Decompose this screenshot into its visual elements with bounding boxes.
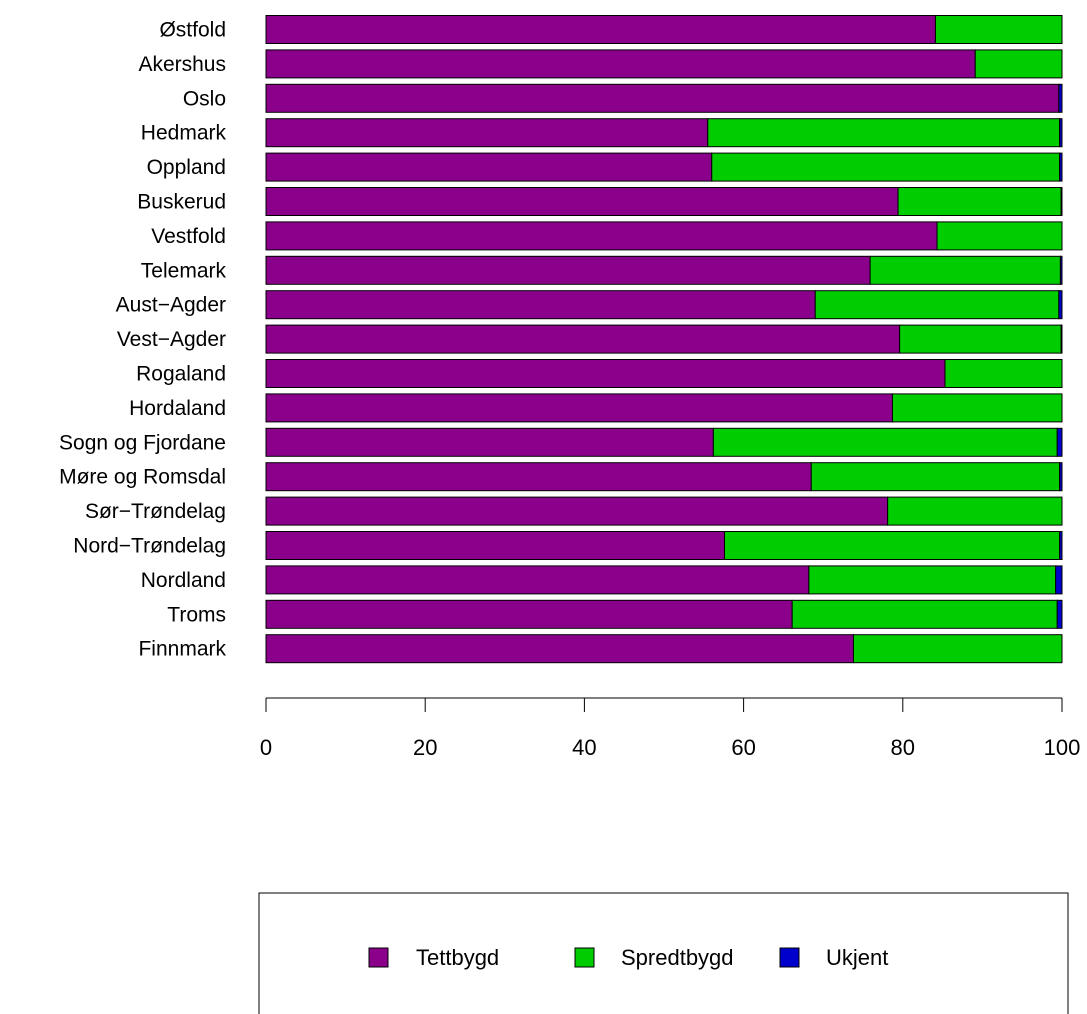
bar-segment-tettbygd (265, 83, 1060, 113)
legend: Tettbygd Spredtbygd Ukjent (258, 892, 1069, 1014)
bar-segment-spredtbygd (934, 15, 1063, 44)
bar-segment-tettbygd (265, 496, 889, 526)
legend-box (258, 892, 1069, 1014)
category-label: Sør−Trøndelag (85, 500, 226, 523)
bar-segment-spredtbygd (707, 118, 1061, 148)
bar-segment-ukjent (1059, 531, 1063, 560)
x-axis: 0 20 40 60 80 100 (260, 697, 1081, 760)
bar-segment-spredtbygd (974, 49, 1063, 79)
bar-segment-spredtbygd (897, 187, 1062, 216)
bar-segment-spredtbygd (936, 221, 1063, 251)
category-label: Vest−Agder (117, 328, 226, 351)
bar-segment-tettbygd (265, 634, 854, 664)
bar-segment-ukjent (1059, 462, 1063, 492)
bar-segment-tettbygd (265, 255, 871, 285)
bar-segment-ukjent (1059, 118, 1063, 148)
bar-segment-tettbygd (265, 118, 709, 148)
bar-segment-tettbygd (265, 152, 713, 182)
category-label: Telemark (141, 259, 227, 282)
bar-segment-ukjent (1058, 83, 1063, 113)
category-label: Buskerud (137, 191, 226, 214)
bar-segment-spredtbygd (814, 290, 1060, 320)
bar-segment-tettbygd (265, 359, 946, 388)
bar-segment-tettbygd (265, 324, 901, 354)
category-label: Oslo (183, 87, 226, 110)
bar-segment-tettbygd (265, 393, 893, 423)
bar-segment-spredtbygd (869, 255, 1061, 285)
bar-segment-spredtbygd (724, 531, 1061, 560)
bar-segment-ukjent (1059, 152, 1063, 182)
legend-label-tettbygd: Tettbygd (416, 945, 499, 970)
category-label: Østfold (159, 19, 226, 42)
legend-label-spredtbygd: Spredtbygd (621, 945, 734, 970)
legend-swatch-spredtbygd (574, 947, 595, 968)
legend-label-ukjent: Ukjent (826, 945, 888, 970)
bar-segment-spredtbygd (711, 152, 1061, 182)
bar-segment-tettbygd (265, 427, 714, 457)
category-label: Møre og Romsdal (59, 466, 226, 489)
x-tick-label: 20 (413, 735, 437, 760)
bar-segment-tettbygd (265, 49, 976, 79)
bar-segment-ukjent (1060, 324, 1063, 354)
category-label: Oppland (147, 156, 226, 179)
x-tick-label: 40 (572, 735, 596, 760)
category-label: Troms (167, 603, 226, 626)
bar-segment-ukjent (1056, 599, 1063, 629)
bar-segment-spredtbygd (852, 634, 1063, 664)
legend-swatch-tettbygd (368, 947, 389, 968)
legend-swatch-ukjent (779, 947, 800, 968)
bar-segment-spredtbygd (887, 496, 1063, 526)
bar-segment-spredtbygd (791, 599, 1058, 629)
bar-segment-tettbygd (265, 462, 812, 492)
bar-segment-ukjent (1059, 255, 1063, 285)
x-tick-label: 100 (1044, 735, 1081, 760)
bar-segment-ukjent (1060, 187, 1063, 216)
category-label: Nordland (141, 569, 226, 592)
bar-segment-tettbygd (265, 290, 816, 320)
bar-segment-spredtbygd (899, 324, 1062, 354)
bar-segment-tettbygd (265, 15, 936, 44)
bar-segment-ukjent (1055, 565, 1063, 595)
x-tick-label: 60 (731, 735, 755, 760)
bar-segment-ukjent (1056, 427, 1063, 457)
bar-segment-spredtbygd (808, 565, 1057, 595)
category-labels: Østfold Akershus Oslo Hedmark Oppland Buskeru… (59, 19, 226, 661)
bar-segment-ukjent (1058, 290, 1063, 320)
x-tick-label: 0 (260, 735, 272, 760)
category-label: Nord−Trøndelag (73, 535, 226, 558)
category-label: Hordaland (129, 397, 226, 420)
x-tick-label: 80 (891, 735, 915, 760)
bar-segment-tettbygd (265, 599, 793, 629)
bar-segment-spredtbygd (944, 359, 1063, 388)
bar-segment-spredtbygd (712, 427, 1058, 457)
bars-group (265, 15, 1063, 664)
category-label: Akershus (138, 53, 226, 76)
bar-segment-tettbygd (265, 221, 938, 251)
category-label: Aust−Agder (116, 294, 226, 317)
category-label: Sogn og Fjordane (59, 431, 226, 454)
category-label: Vestfold (151, 225, 226, 248)
category-label: Hedmark (141, 122, 227, 145)
bar-segment-tettbygd (265, 565, 810, 595)
category-label: Rogaland (136, 363, 226, 386)
bar-segment-tettbygd (265, 531, 725, 560)
category-label: Finnmark (138, 638, 226, 661)
bar-segment-spredtbygd (810, 462, 1061, 492)
bar-segment-tettbygd (265, 187, 899, 216)
bar-segment-spredtbygd (891, 393, 1063, 423)
